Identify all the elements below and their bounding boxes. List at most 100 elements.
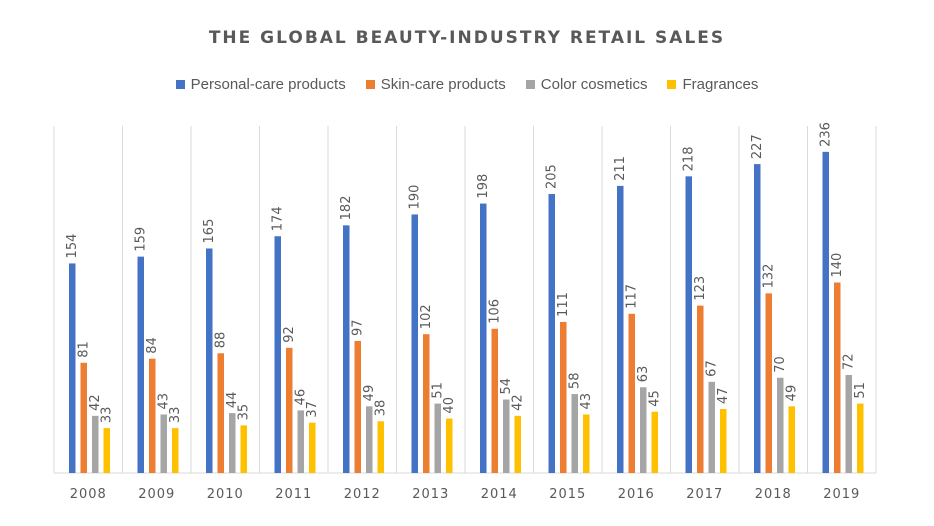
data-label: 58	[568, 373, 583, 390]
data-label: 132	[762, 264, 777, 289]
bar	[571, 394, 578, 473]
data-label: 45	[648, 390, 663, 407]
data-label: 205	[545, 164, 560, 189]
x-tick-label: 2016	[618, 487, 655, 502]
x-tick-label: 2019	[823, 487, 860, 502]
data-label: 182	[339, 196, 354, 221]
bar	[685, 176, 692, 474]
data-label: 35	[237, 404, 252, 421]
legend-swatch-personal-care	[175, 80, 185, 89]
data-label: 88	[214, 332, 229, 349]
bar	[617, 185, 624, 473]
data-label: 51	[431, 382, 446, 399]
legend-item-fragrances: Fragrances	[667, 76, 758, 93]
x-tick-label: 2008	[70, 487, 107, 502]
bar	[411, 214, 418, 473]
data-label: 236	[819, 122, 834, 147]
data-label: 44	[225, 392, 240, 409]
bar	[217, 353, 224, 473]
data-label: 174	[271, 206, 286, 231]
bar	[160, 414, 167, 473]
data-label: 159	[134, 227, 149, 252]
data-label: 43	[579, 393, 594, 410]
data-label: 46	[294, 389, 309, 406]
data-label: 47	[716, 387, 731, 404]
bar	[697, 305, 704, 473]
bar	[309, 422, 316, 473]
data-label: 227	[750, 134, 765, 159]
bar	[765, 293, 772, 473]
bar	[548, 194, 555, 473]
data-label: 123	[693, 276, 708, 301]
data-label: 211	[613, 156, 628, 181]
bar	[69, 263, 76, 473]
data-label: 49	[785, 385, 800, 402]
bar	[366, 406, 373, 473]
legend-swatch-fragrances	[667, 80, 677, 89]
data-label: 70	[773, 356, 788, 373]
bar	[514, 415, 521, 473]
data-label: 37	[305, 401, 320, 418]
bar	[834, 282, 841, 473]
x-tick-label: 2014	[481, 487, 518, 502]
bar	[651, 411, 658, 473]
legend: Personal-care products Skin-care product…	[0, 76, 934, 93]
legend-item-skin-care: Skin-care products	[365, 76, 506, 93]
data-label: 49	[362, 385, 377, 402]
legend-label-skin-care: Skin-care products	[380, 76, 506, 93]
data-label: 140	[830, 253, 845, 278]
data-label: 81	[77, 341, 92, 358]
bar	[628, 313, 635, 473]
legend-label-fragrances: Fragrances	[682, 76, 759, 93]
data-label: 40	[442, 397, 457, 414]
bar	[560, 321, 567, 473]
data-label: 63	[636, 366, 651, 383]
legend-label-color-cosmetics: Color cosmetics	[540, 76, 648, 93]
bar	[354, 341, 361, 473]
bar	[583, 414, 590, 473]
x-tick-label: 2018	[755, 487, 792, 502]
bar	[80, 362, 87, 473]
bar	[480, 203, 487, 474]
data-label: 43	[157, 393, 172, 410]
legend-item-color-cosmetics: Color cosmetics	[525, 76, 648, 93]
data-label: 218	[682, 147, 697, 172]
bar	[149, 358, 156, 473]
bar	[503, 399, 510, 473]
data-label: 198	[476, 174, 491, 199]
data-label: 38	[374, 400, 389, 417]
data-label: 190	[408, 185, 423, 210]
bar	[720, 409, 727, 473]
x-tick-label: 2012	[344, 487, 381, 502]
bar	[423, 334, 430, 473]
bar	[343, 225, 350, 473]
bar	[822, 151, 829, 473]
legend-swatch-skin-care	[365, 80, 375, 89]
bar	[754, 164, 761, 473]
x-tick-label: 2015	[549, 487, 586, 502]
legend-swatch-color-cosmetics	[525, 80, 535, 89]
data-label: 165	[202, 219, 217, 244]
data-label: 111	[556, 292, 571, 317]
x-tick-label: 2010	[207, 487, 244, 502]
bar	[788, 406, 795, 473]
data-label: 67	[705, 360, 720, 377]
bar	[286, 347, 293, 473]
x-tick-label: 2011	[275, 487, 312, 502]
x-tick-label: 2009	[138, 487, 175, 502]
x-tick-label: 2013	[412, 487, 449, 502]
data-label: 51	[853, 382, 868, 399]
data-label: 42	[511, 394, 526, 411]
data-label: 102	[419, 304, 434, 329]
bar	[92, 415, 99, 473]
bar	[434, 403, 441, 473]
bar	[103, 428, 110, 473]
bar	[137, 256, 144, 473]
bar	[377, 421, 384, 473]
bar	[206, 248, 213, 473]
bar	[708, 381, 715, 473]
data-label: 72	[842, 353, 857, 370]
data-label: 33	[168, 407, 183, 424]
data-label: 154	[65, 234, 80, 259]
